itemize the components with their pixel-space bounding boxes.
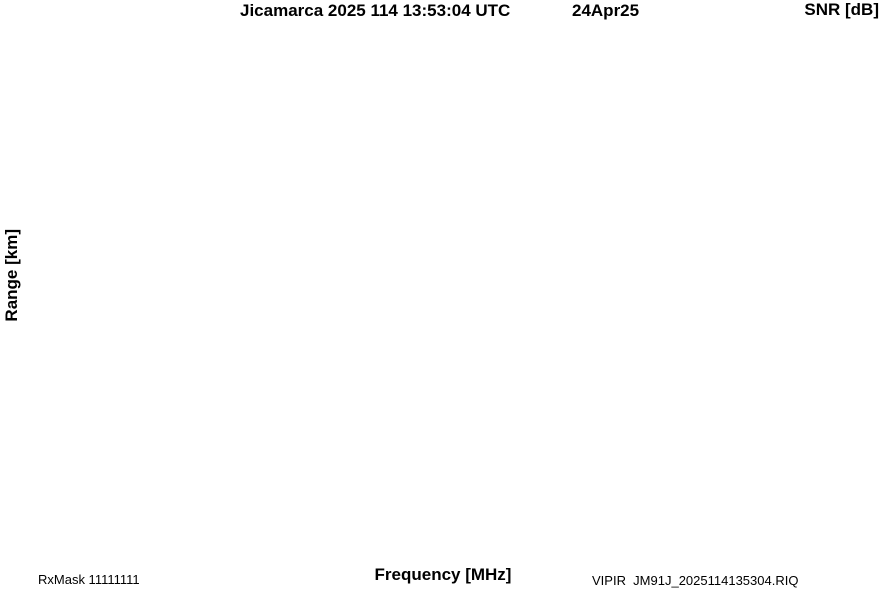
rxmask-annotation: RxMask 11111111	[38, 572, 140, 587]
y-axis-title: Range [km]	[2, 229, 21, 322]
colorbar-title: SNR [dB]	[804, 0, 879, 19]
chart-date-label: 24Apr25	[572, 1, 640, 20]
x-axis-title: Frequency [MHz]	[374, 565, 512, 584]
data-file-annotation: VIPIR JM91J_2025114135304.RIQ	[592, 573, 799, 588]
chart-title: Jicamarca 2025 114 13:53:04 UTC	[240, 1, 511, 20]
